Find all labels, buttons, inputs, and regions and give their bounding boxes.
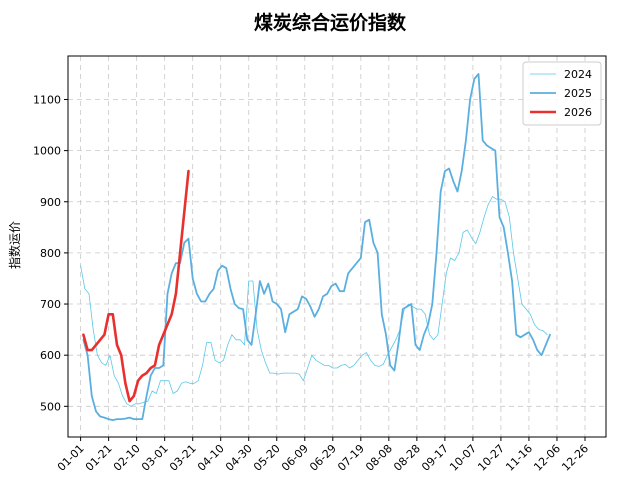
series-line-2026 — [82, 169, 190, 403]
legend-label-2025: 2025 — [564, 87, 592, 100]
y-tick-label: 600 — [40, 349, 61, 362]
y-tick-label: 800 — [40, 247, 61, 260]
y-tick-label: 900 — [40, 196, 61, 209]
y-tick-label: 500 — [40, 400, 61, 413]
series-layer — [80, 73, 551, 422]
legend-box — [522, 61, 602, 126]
chart-title: 煤炭综合运价指数 — [254, 11, 407, 34]
series-line-2024 — [80, 196, 548, 407]
legend-label-2024: 2024 — [564, 68, 592, 81]
y-tick-label: 700 — [40, 298, 61, 311]
legend: 2024 2025 2026 — [522, 61, 602, 126]
grid — [68, 56, 606, 437]
legend-label-2026: 2026 — [564, 106, 592, 119]
series-line-2025 — [82, 73, 551, 422]
plot-area-frame — [67, 55, 607, 438]
y-tick-label: 1100 — [33, 93, 61, 106]
y-tick-label: 1000 — [33, 145, 61, 158]
y-axis-label: 指数运价 — [7, 221, 22, 269]
